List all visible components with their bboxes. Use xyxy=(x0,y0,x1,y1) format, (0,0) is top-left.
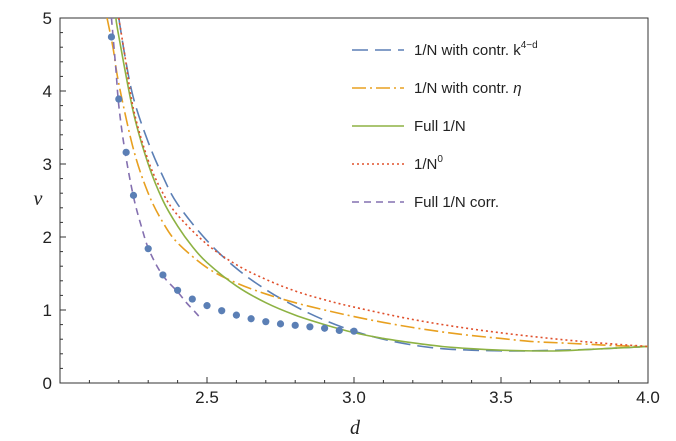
x-tick-label: 2.5 xyxy=(195,388,219,407)
legend-entry-2: Full 1/N xyxy=(414,118,466,135)
data-point xyxy=(247,315,255,323)
y-tick-label: 1 xyxy=(43,301,52,320)
y-axis-label: ν xyxy=(34,188,43,210)
y-axis-ticks: 0 1 2 3 4 5 xyxy=(43,9,66,393)
series-line-1 xyxy=(106,18,648,348)
y-tick-label: 4 xyxy=(43,82,52,101)
data-point xyxy=(159,271,167,279)
legend-entry-0: 1/N with contr. k4−d xyxy=(414,40,538,59)
x-axis-label: d xyxy=(350,417,361,439)
legend: 1/N with contr. k4−d 1/N with contr. η Ful… xyxy=(352,40,538,211)
data-point xyxy=(335,326,343,335)
y-tick-label: 2 xyxy=(43,228,52,247)
data-point xyxy=(218,307,226,315)
data-point xyxy=(321,324,329,332)
series-layer xyxy=(106,18,648,352)
y-tick-label: 0 xyxy=(43,374,52,393)
data-point xyxy=(306,323,314,331)
y-tick-label: 5 xyxy=(43,9,52,28)
data-point xyxy=(129,191,138,199)
y-tick-label: 3 xyxy=(43,155,52,174)
series-line-0 xyxy=(118,18,648,352)
data-point xyxy=(115,95,123,103)
legend-entry-4: Full 1/N corr. xyxy=(414,194,499,211)
data-point xyxy=(144,245,152,253)
data-point xyxy=(122,148,130,156)
data-point xyxy=(188,295,196,303)
series-line-2 xyxy=(115,18,648,352)
series-line-4 xyxy=(110,18,202,320)
data-point xyxy=(291,321,299,329)
data-point xyxy=(107,33,116,41)
data-point xyxy=(276,320,285,328)
legend-entry-3: 1/N0 xyxy=(414,154,443,173)
data-point xyxy=(350,327,358,335)
data-point xyxy=(262,318,270,326)
series-line-3 xyxy=(118,18,648,348)
data-point xyxy=(174,286,182,294)
legend-entry-1: 1/N with contr. η xyxy=(414,80,522,97)
x-tick-label: 3.0 xyxy=(342,388,366,407)
x-tick-label: 4.0 xyxy=(636,388,660,407)
data-point xyxy=(203,302,211,310)
data-point xyxy=(232,311,240,319)
x-tick-label: 3.5 xyxy=(489,388,513,407)
x-axis-ticks: 2.5 3.0 3.5 4.0 xyxy=(88,377,660,407)
